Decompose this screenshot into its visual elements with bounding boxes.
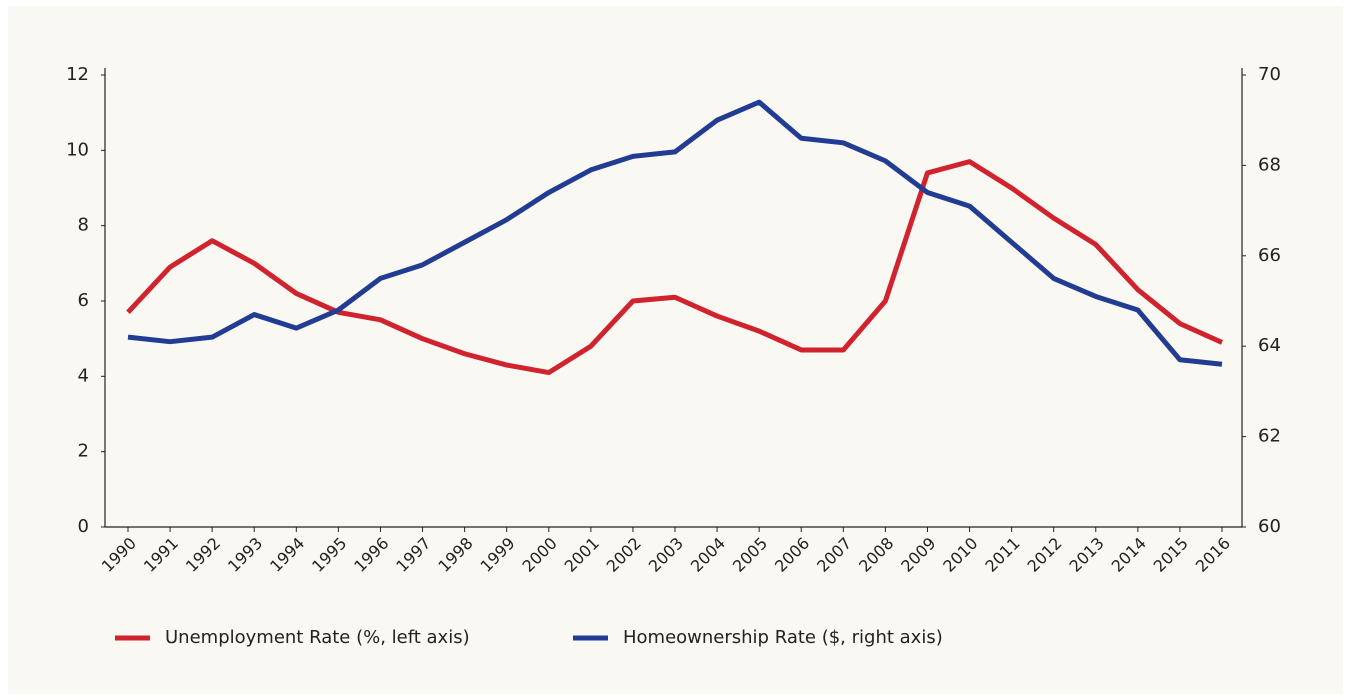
y-tick-label: 6 xyxy=(78,290,89,311)
y-tick-label: 12 xyxy=(66,64,89,85)
y2-tick-label: 64 xyxy=(1258,335,1281,356)
y-tick-label: 8 xyxy=(78,215,89,236)
y2-tick-label: 70 xyxy=(1258,64,1281,85)
y-tick-label: 4 xyxy=(78,365,89,386)
y2-tick-label: 68 xyxy=(1258,154,1281,175)
chart-background xyxy=(8,6,1343,694)
legend-label: Homeownership Rate ($, right axis) xyxy=(623,627,943,648)
y-tick-label: 2 xyxy=(78,441,89,462)
y2-tick-label: 66 xyxy=(1258,245,1281,266)
y2-tick-label: 62 xyxy=(1258,426,1281,447)
series-line xyxy=(126,159,1224,376)
y-tick-label: 10 xyxy=(66,139,89,160)
series-line xyxy=(127,99,1223,367)
y-tick-label: 0 xyxy=(78,516,89,537)
y2-tick-label: 60 xyxy=(1258,516,1281,537)
legend-label: Unemployment Rate (%, left axis) xyxy=(165,627,470,648)
